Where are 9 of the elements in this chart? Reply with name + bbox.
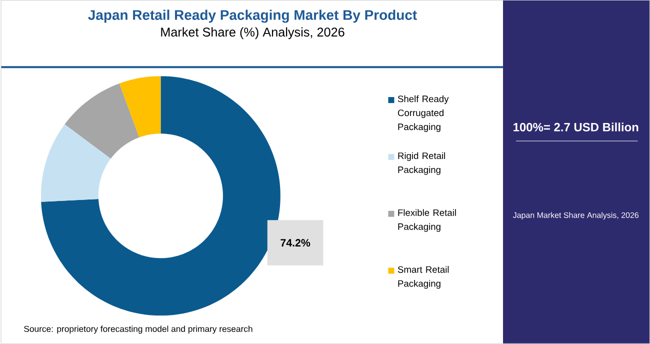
- chart-title: Japan Retail Ready Packaging Market By Product: [88, 10, 417, 23]
- text: 100%= 2.7 USD Billion: [514, 122, 638, 132]
- data-label: 74.2%: [280, 239, 310, 247]
- legend-label: Shelf Ready Corrugated Packaging: [398, 95, 449, 132]
- legend-label: Smart Retail Packaging: [398, 266, 449, 289]
- legend-label: Rigid Retail Packaging: [398, 152, 445, 175]
- chart-subtitle: Market Share (%) Analysis, 2026: [161, 27, 344, 40]
- legend-label: Flexible Retail Packaging: [398, 209, 456, 232]
- source-note: Source: proprietory forecasting model and primary research: [24, 326, 252, 334]
